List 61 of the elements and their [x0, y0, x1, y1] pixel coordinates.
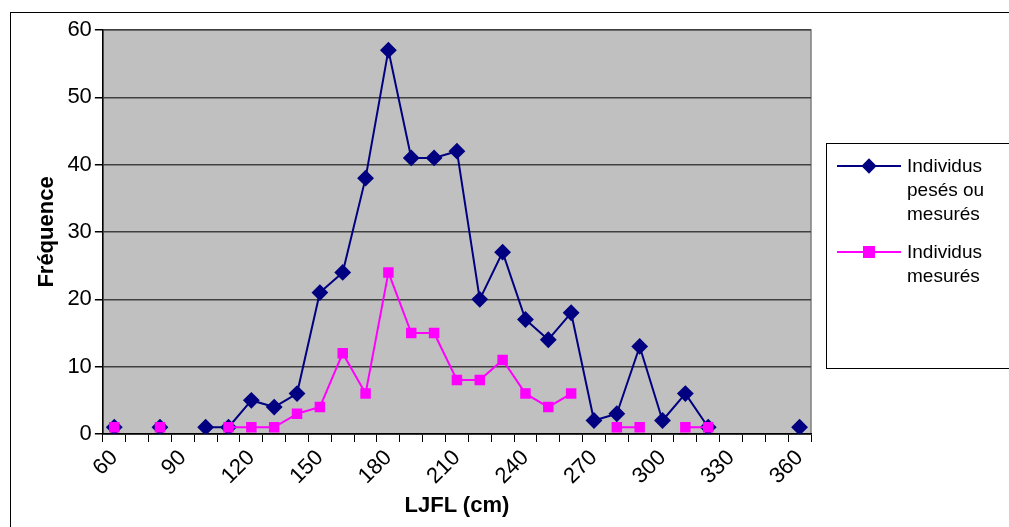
- point: [608, 405, 625, 422]
- point: [403, 149, 420, 166]
- point: [426, 149, 443, 166]
- point: [428, 327, 440, 339]
- point: [563, 304, 580, 321]
- x-tick-label: 180: [352, 444, 397, 489]
- point: [451, 374, 463, 386]
- point: [246, 422, 257, 433]
- point: [543, 401, 554, 413]
- point: [654, 412, 671, 429]
- point: [585, 412, 602, 429]
- x-tick-label: 240: [489, 444, 534, 489]
- y-tick-label: 40: [67, 150, 92, 176]
- x-tick-label: 330: [695, 444, 739, 489]
- point: [680, 422, 691, 433]
- point: [471, 291, 488, 308]
- x-tick-label: 120: [215, 444, 260, 489]
- point: [360, 388, 371, 399]
- y-tick-label: 30: [67, 218, 92, 244]
- point: [291, 408, 303, 420]
- point: [634, 422, 645, 433]
- point: [677, 385, 694, 402]
- point: [540, 331, 557, 348]
- point: [268, 422, 280, 433]
- point: [383, 267, 394, 278]
- point: [448, 143, 465, 160]
- point: [611, 422, 623, 433]
- point: [494, 244, 511, 261]
- legend-label: Individus pesés ou mesurés: [906, 154, 986, 226]
- point: [243, 392, 260, 409]
- point: [337, 347, 348, 359]
- legend-label: Individus mesurés: [906, 240, 983, 288]
- x-tick-label: 270: [558, 444, 602, 489]
- point: [631, 338, 648, 355]
- point: [517, 311, 534, 328]
- y-tick-label: 50: [67, 83, 92, 109]
- x-axis-title: LJFL (cm): [404, 491, 510, 517]
- point: [266, 399, 283, 416]
- point: [314, 401, 326, 413]
- y-tick-label: 60: [67, 16, 92, 42]
- y-axis-title: Fréquence: [33, 176, 59, 288]
- point: [380, 42, 397, 59]
- y-tick-label: 10: [67, 352, 92, 378]
- point: [474, 374, 486, 386]
- y-tick-label: 0: [79, 420, 92, 446]
- point: [497, 354, 508, 366]
- y-tick-label: 20: [67, 285, 92, 311]
- point: [289, 385, 306, 402]
- x-tick-label: 150: [284, 444, 328, 489]
- x-tick-label: 300: [626, 444, 671, 489]
- x-tick-label: 90: [155, 444, 191, 480]
- point: [520, 388, 531, 399]
- point: [197, 419, 214, 434]
- point: [334, 264, 351, 281]
- point: [791, 419, 808, 434]
- point: [565, 388, 577, 399]
- x-tick-label: 360: [763, 444, 808, 489]
- point: [311, 284, 328, 301]
- point: [357, 170, 374, 187]
- point: [406, 327, 417, 339]
- x-tick-label: 210: [421, 444, 465, 489]
